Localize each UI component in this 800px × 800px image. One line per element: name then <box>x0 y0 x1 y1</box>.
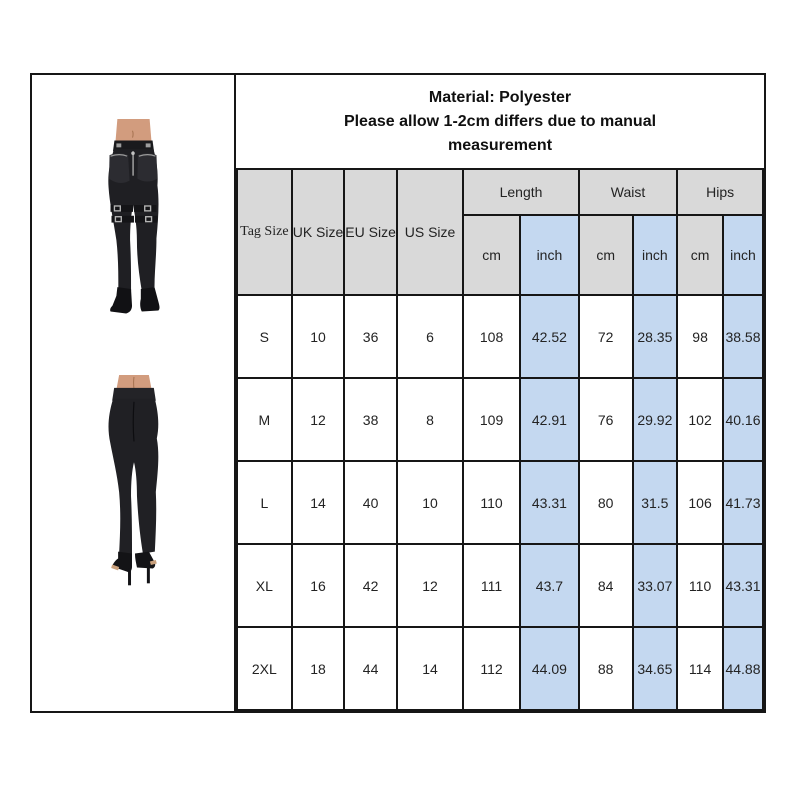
us-size-cell: 12 <box>395 543 465 628</box>
length-inch-header: inch <box>518 214 580 296</box>
hips-cm-cell: 110 <box>676 543 724 628</box>
table-row: XL 16 42 12 111 43.7 84 33.07 110 43.31 <box>236 543 765 628</box>
hips-inch-cell: 41.73 <box>721 460 765 545</box>
tag-size-cell: S <box>236 294 293 379</box>
tag-size-cell: M <box>236 377 293 462</box>
waist-cm-cell: 88 <box>577 626 634 711</box>
us-size-cell: 10 <box>395 460 465 545</box>
length-cm-cell: 108 <box>462 294 521 379</box>
length-inch-cell: 43.31 <box>518 460 580 545</box>
waist-inch-cell: 31.5 <box>631 460 679 545</box>
tolerance-line-2: measurement <box>447 136 553 154</box>
waist-inch-cell: 33.07 <box>631 543 679 628</box>
waist-cm-cell: 80 <box>577 460 634 545</box>
product-photo-panel <box>32 75 236 711</box>
length-inch-cell: 44.09 <box>518 626 580 711</box>
length-cm-cell: 111 <box>462 543 521 628</box>
table-row: S 10 36 6 108 42.52 72 28.35 98 38.58 <box>236 294 765 379</box>
hips-inch-cell: 38.58 <box>721 294 765 379</box>
eu-size-cell: 38 <box>343 377 398 462</box>
tag-size-cell: XL <box>236 543 293 628</box>
hips-cm-header: cm <box>676 214 724 296</box>
us-size-cell: 8 <box>395 377 465 462</box>
waist-group-header: Waist <box>577 168 679 216</box>
table-row: 2XL 18 44 14 112 44.09 88 34.65 114 44.8… <box>236 626 765 711</box>
tolerance-line-1: Please allow 1-2cm differs due to manual <box>343 112 657 130</box>
hips-cm-cell: 114 <box>676 626 724 711</box>
table-row: M 12 38 8 109 42.91 76 29.92 102 40.16 <box>236 377 765 462</box>
uk-size-cell: 14 <box>290 460 346 545</box>
length-cm-header: cm <box>462 214 521 296</box>
tag-size-header: Tag Size <box>236 168 293 296</box>
uk-size-cell: 12 <box>290 377 346 462</box>
material-note: Material: Polyester Please allow 1-2cm d… <box>236 75 764 168</box>
hips-inch-cell: 44.88 <box>721 626 765 711</box>
waist-cm-cell: 84 <box>577 543 634 628</box>
us-size-header: US Size <box>395 168 465 296</box>
tag-size-cell: L <box>236 460 293 545</box>
material-line: Material: Polyester <box>428 88 572 106</box>
size-chart-card: Material: Polyester Please allow 1-2cm d… <box>30 73 766 713</box>
eu-size-header: EU Size <box>343 168 398 296</box>
uk-size-header: UK Size <box>290 168 346 296</box>
hips-cm-cell: 98 <box>676 294 724 379</box>
us-size-cell: 6 <box>395 294 465 379</box>
eu-size-cell: 40 <box>343 460 398 545</box>
hips-cm-cell: 106 <box>676 460 724 545</box>
product-photo-front <box>108 119 160 314</box>
eu-size-cell: 36 <box>343 294 398 379</box>
length-group-header: Length <box>462 168 580 216</box>
uk-size-cell: 16 <box>290 543 346 628</box>
length-cm-cell: 109 <box>462 377 521 462</box>
length-inch-cell: 42.52 <box>518 294 580 379</box>
hips-cm-cell: 102 <box>676 377 724 462</box>
eu-size-cell: 44 <box>343 626 398 711</box>
waist-inch-cell: 34.65 <box>631 626 679 711</box>
hips-inch-cell: 43.31 <box>721 543 765 628</box>
hips-inch-header: inch <box>721 214 765 296</box>
us-size-cell: 14 <box>395 626 465 711</box>
uk-size-cell: 10 <box>290 294 346 379</box>
table-row: L 14 40 10 110 43.31 80 31.5 106 41.73 <box>236 460 765 545</box>
length-inch-cell: 43.7 <box>518 543 580 628</box>
hips-inch-cell: 40.16 <box>721 377 765 462</box>
size-info-panel: Material: Polyester Please allow 1-2cm d… <box>236 75 765 711</box>
uk-size-cell: 18 <box>290 626 346 711</box>
length-inch-cell: 42.91 <box>518 377 580 462</box>
size-table: Tag Size UK Size EU Size US Size Length … <box>236 168 765 711</box>
waist-cm-cell: 76 <box>577 377 634 462</box>
length-cm-cell: 112 <box>462 626 521 711</box>
waist-inch-cell: 29.92 <box>631 377 679 462</box>
waist-cm-header: cm <box>577 214 634 296</box>
eu-size-cell: 42 <box>343 543 398 628</box>
hips-group-header: Hips <box>676 168 764 216</box>
product-photo-back <box>108 375 159 586</box>
tag-size-cell: 2XL <box>236 626 293 711</box>
waist-inch-cell: 28.35 <box>631 294 679 379</box>
waist-cm-cell: 72 <box>577 294 634 379</box>
length-cm-cell: 110 <box>462 460 521 545</box>
waist-inch-header: inch <box>631 214 679 296</box>
